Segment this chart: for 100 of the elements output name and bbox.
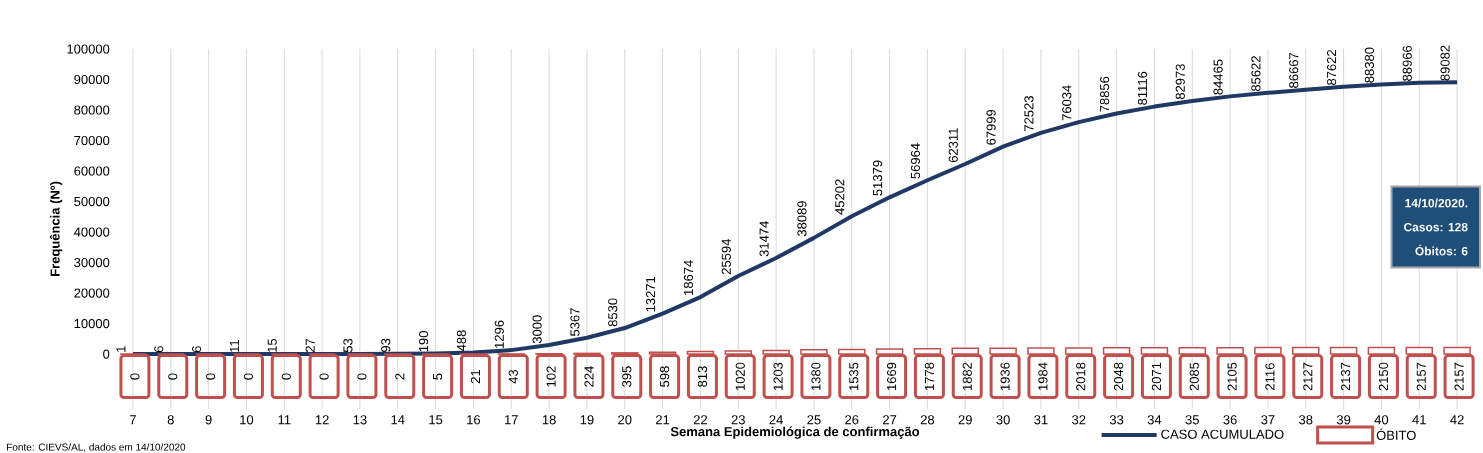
data-label: 78856 <box>1099 76 1110 112</box>
x-tick-label: 14 <box>391 415 405 425</box>
x-tick-label: 9 <box>205 415 212 425</box>
data-label: 2116 <box>1265 363 1275 390</box>
y-tick-label: 50000 <box>74 196 110 207</box>
x-tick-label: 24 <box>769 415 783 425</box>
x-tick-label: 12 <box>315 415 329 425</box>
data-label: 1296 <box>494 320 504 348</box>
data-label: 87622 <box>1326 50 1337 85</box>
y-tick-label: 10000 <box>74 318 110 329</box>
annotation: Óbitos: 6 <box>1415 244 1468 256</box>
x-tick-label: 40 <box>1374 415 1389 425</box>
source-note: Fonte: CIEVS/AL, dados em 14/10/2020 <box>7 443 186 452</box>
data-label: 1936 <box>1000 362 1010 391</box>
legend-label: ÓBITO <box>1376 428 1416 440</box>
data-label: 89082 <box>1440 45 1450 81</box>
x-tick-label: 25 <box>807 415 821 425</box>
data-label: 67999 <box>986 109 996 145</box>
x-tick-label: 7 <box>129 415 136 425</box>
data-label: 51379 <box>872 160 883 196</box>
data-label: 395 <box>622 366 632 387</box>
data-label: 56964 <box>910 143 921 179</box>
data-label: 84465 <box>1213 59 1223 95</box>
x-tick-label: 16 <box>467 415 481 425</box>
data-label: 0 <box>281 373 291 380</box>
data-label: 1380 <box>811 362 821 391</box>
data-label: 1203 <box>773 362 783 391</box>
data-label: 1 <box>116 346 126 352</box>
data-label: 0 <box>168 373 178 380</box>
x-tick-label: 31 <box>1034 415 1048 425</box>
data-label: 15 <box>267 338 277 352</box>
x-tick-label: 32 <box>1072 415 1086 425</box>
x-tick-label: 19 <box>580 415 594 425</box>
data-label: 72523 <box>1024 96 1034 131</box>
y-tick-label: 20000 <box>74 288 110 298</box>
data-label: 53 <box>343 338 353 353</box>
data-label: 21 <box>470 369 480 384</box>
x-tick-label: 10 <box>240 415 254 425</box>
annotation: Casos: 128 <box>1404 222 1468 232</box>
x-tick-label: 35 <box>1185 415 1199 425</box>
x-tick-label: 20 <box>618 415 632 425</box>
x-tick-label: 8 <box>167 415 174 425</box>
x-tick-label: 41 <box>1412 415 1426 425</box>
x-tick-label: 21 <box>656 415 670 425</box>
y-axis-title: Frequência (Nº) <box>49 181 63 276</box>
data-label: 6 <box>154 346 164 353</box>
data-label: 224 <box>584 366 594 387</box>
data-label: 2048 <box>1113 362 1124 391</box>
data-label: 2085 <box>1189 362 1199 391</box>
x-tick-label: 37 <box>1261 415 1275 425</box>
x-tick-label: 22 <box>693 415 707 425</box>
x-tick-label: 30 <box>996 415 1010 425</box>
data-label: 2 <box>395 373 405 380</box>
data-label: 102 <box>546 366 556 387</box>
data-label: 85622 <box>1251 56 1261 92</box>
data-label: 88966 <box>1402 45 1412 81</box>
data-label: 31474 <box>759 221 769 257</box>
legend-label: CASO ACUMULADO <box>1161 429 1284 439</box>
data-label: 1669 <box>886 362 897 391</box>
x-tick-label: 29 <box>958 415 972 425</box>
y-tick-label: 40000 <box>73 227 110 237</box>
data-label: 86667 <box>1289 52 1299 88</box>
data-label: 2157 <box>1454 362 1464 391</box>
data-label: 62311 <box>948 128 958 163</box>
data-label: 8530 <box>608 298 618 327</box>
data-label: 6 <box>192 346 202 353</box>
x-tick-label: 34 <box>1147 415 1162 425</box>
x-tick-label: 26 <box>845 415 859 425</box>
data-label: 25594 <box>721 239 731 275</box>
data-label: 5 <box>433 373 443 380</box>
data-label: 0 <box>130 373 140 380</box>
x-tick-label: 23 <box>731 415 745 425</box>
data-label: 598 <box>659 366 670 387</box>
x-tick-label: 39 <box>1336 415 1351 425</box>
data-label: 0 <box>319 373 329 380</box>
data-label: 1984 <box>1038 362 1048 391</box>
data-label: 0 <box>357 373 367 380</box>
data-label: 2137 <box>1340 362 1351 391</box>
x-tick-label: 27 <box>883 415 897 425</box>
data-label: 82973 <box>1175 64 1185 100</box>
x-tick-label: 38 <box>1299 415 1313 425</box>
x-tick-label: 33 <box>1109 415 1124 425</box>
data-label: 1535 <box>849 362 859 391</box>
data-label: 43 <box>508 369 518 384</box>
x-tick-label: 28 <box>920 415 935 425</box>
y-tick-label: 0 <box>103 349 110 359</box>
data-label: 0 <box>206 373 216 380</box>
data-label: 76034 <box>1062 85 1072 121</box>
data-label: 2105 <box>1227 362 1237 391</box>
data-label: 11 <box>229 339 239 352</box>
x-tick-label: 18 <box>542 415 556 425</box>
data-label: 88380 <box>1364 47 1375 83</box>
data-label: 488 <box>456 330 467 352</box>
data-label: 190 <box>418 331 429 352</box>
data-label: 45202 <box>835 179 845 215</box>
data-label: 813 <box>697 366 708 387</box>
x-tick-label: 13 <box>353 415 367 425</box>
y-tick-label: 70000 <box>74 135 110 146</box>
data-label: 2071 <box>1151 362 1162 391</box>
data-label: 0 <box>243 373 254 380</box>
